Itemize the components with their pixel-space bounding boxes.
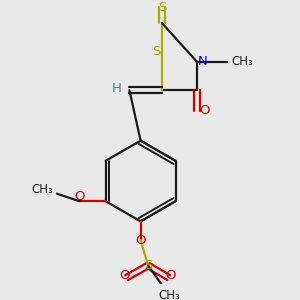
Text: H: H <box>112 82 122 94</box>
Text: O: O <box>119 269 130 282</box>
Text: S: S <box>152 45 161 58</box>
Text: O: O <box>135 234 146 247</box>
Text: CH₃: CH₃ <box>31 183 53 196</box>
Text: S: S <box>158 1 166 14</box>
Text: O: O <box>74 190 85 203</box>
Text: CH₃: CH₃ <box>158 289 180 300</box>
Text: O: O <box>165 269 176 282</box>
Text: CH₃: CH₃ <box>232 55 253 68</box>
Text: S: S <box>144 259 152 272</box>
Text: N: N <box>198 55 207 68</box>
Text: O: O <box>199 104 210 117</box>
